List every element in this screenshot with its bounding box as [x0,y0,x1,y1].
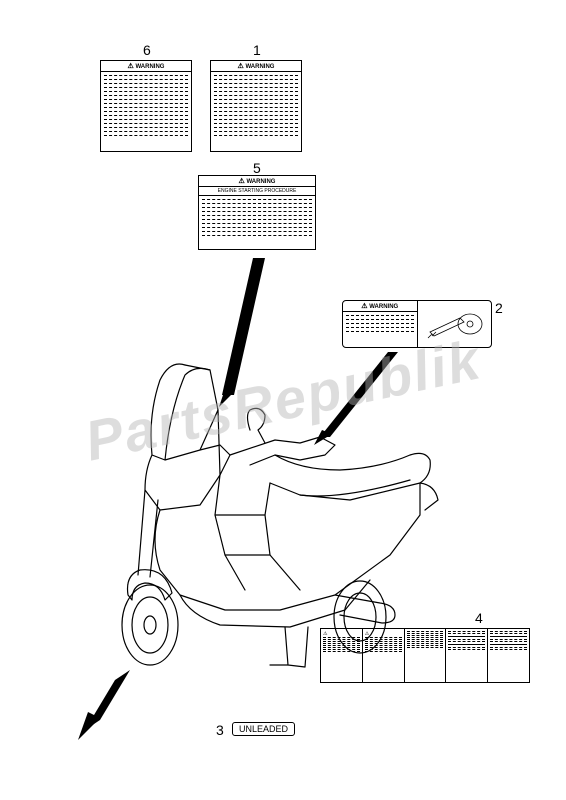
label-2-header: ⚠ WARNING [343,301,417,312]
warning-label-2: ⚠ WARNING [342,300,492,348]
warning-triangle-icon: ⚠ [239,177,245,185]
key-lock-icon [422,304,487,344]
label-1-header: ⚠ WARNING [211,61,301,72]
label-2-illustration [418,301,492,347]
warning-label-1: ⚠ WARNING [210,60,302,152]
warning-triangle-icon: ⚠ [361,302,367,310]
warning-triangle-icon: ⚠ [238,62,244,70]
label-6-header: ⚠ WARNING [101,61,191,72]
label-1-title: WARNING [245,64,274,70]
callout-2: 2 [495,300,503,316]
callout-6: 6 [143,42,151,58]
callout-5: 5 [253,160,261,176]
label-2-left: ⚠ WARNING [343,301,418,347]
unleaded-label: UNLEADED [232,722,295,736]
label-6-body [101,72,191,140]
warning-triangle-icon: ⚠ [128,62,134,70]
label-5-body [199,196,315,240]
warning-label-6: ⚠ WARNING [100,60,192,152]
label-5-header: ⚠ WARNING [199,176,315,187]
scooter-illustration [70,355,470,685]
label-2-body [343,312,417,336]
label-4-col-5 [488,629,529,682]
label-1-body [211,72,301,140]
warning-label-5: ⚠ WARNING ENGINE STARTING PROCEDURE [198,175,316,250]
callout-4: 4 [475,610,483,626]
label-6-title: WARNING [135,64,164,70]
label-5-subheader: ENGINE STARTING PROCEDURE [199,187,315,196]
label-5-title: WARNING [246,179,275,185]
callout-3: 3 [216,722,224,738]
label-2-title: WARNING [369,304,398,310]
callout-1: 1 [253,42,261,58]
